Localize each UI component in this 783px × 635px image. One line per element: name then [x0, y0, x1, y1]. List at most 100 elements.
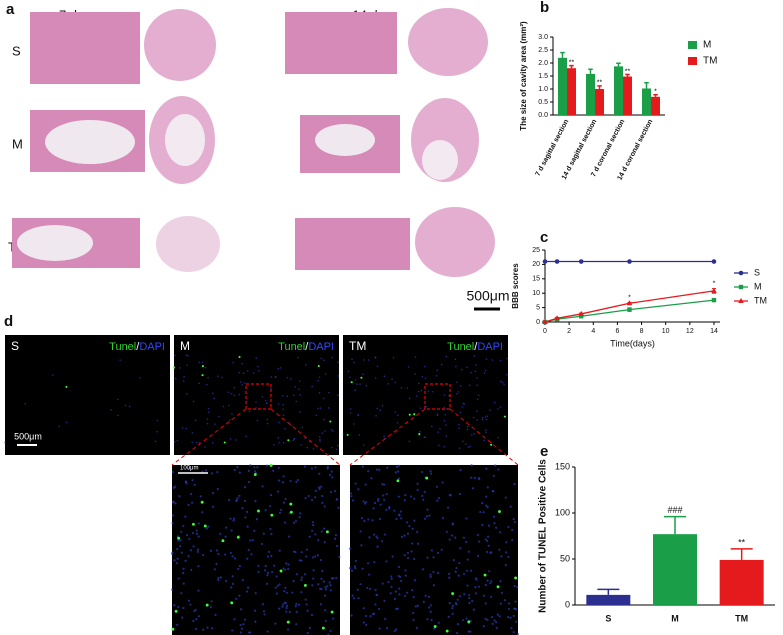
dapi-dot [284, 427, 286, 430]
dapi-dot [473, 355, 476, 357]
dapi-dot [312, 448, 315, 450]
bar [623, 76, 632, 115]
dapi-dot [481, 523, 484, 526]
dapi-dot [353, 361, 355, 364]
dapi-dot [331, 446, 333, 449]
dapi-dot [399, 510, 402, 513]
dapi-dot [443, 406, 446, 409]
dapi-dot [197, 589, 200, 592]
dapi-dot [292, 521, 296, 524]
dapi-dot [192, 400, 195, 403]
fluorescence-image [5, 335, 170, 455]
dapi-dot [378, 468, 381, 472]
dapi-dot [182, 524, 185, 528]
dapi-dot [383, 435, 385, 438]
tunel-dot [451, 592, 455, 595]
dapi-dot [366, 562, 370, 565]
dapi-dot [320, 588, 323, 591]
dapi-dot [320, 577, 323, 580]
dapi-dot [287, 563, 290, 566]
dapi-dot [508, 602, 511, 605]
dapi-dot [350, 495, 353, 498]
dapi-dot [456, 392, 458, 395]
dapi-dot [233, 557, 236, 560]
dapi-dot [390, 575, 393, 578]
dapi-dot [372, 612, 376, 615]
dapi-dot [378, 627, 381, 630]
dapi-dot [474, 586, 477, 589]
dapi-dot [408, 525, 411, 528]
dapi-dot [372, 533, 376, 536]
dapi-dot [282, 403, 285, 406]
dapi-dot [319, 440, 321, 443]
bar [586, 73, 595, 115]
legend-label: S [754, 267, 760, 277]
dapi-dot [470, 464, 473, 467]
dapi-dot [406, 387, 409, 389]
marker [626, 300, 633, 306]
dapi-dot [319, 603, 323, 606]
dapi-dot [334, 534, 338, 537]
dapi-dot [218, 415, 220, 418]
dapi-dot [216, 487, 219, 491]
dapi-dot [406, 556, 410, 560]
dapi-dot [317, 583, 320, 586]
dapi-dot [381, 483, 384, 486]
dapi-dot [494, 526, 498, 529]
dapi-dot [179, 539, 182, 542]
dapi-dot [219, 576, 222, 579]
dapi-dot [261, 603, 265, 606]
dapi-dot [231, 582, 235, 585]
dapi-dot [278, 583, 281, 586]
dapi-dot [486, 415, 489, 417]
dapi-dot [436, 414, 439, 417]
dapi-dot [294, 386, 297, 388]
dapi-dot [190, 568, 193, 571]
dapi-dot [224, 535, 227, 538]
dapi-dot [241, 578, 244, 582]
bar [719, 559, 764, 605]
dapi-dot [432, 390, 434, 393]
dapi-dot [363, 502, 367, 505]
dapi-dot [507, 607, 510, 611]
dapi-dot [348, 566, 352, 570]
dapi-dot [312, 523, 315, 527]
tunel-dot [270, 513, 274, 517]
dapi-dot [477, 394, 480, 397]
dapi-dot [374, 356, 377, 359]
dapi-dot [350, 614, 353, 617]
dapi-dot [408, 397, 411, 400]
tunel-dot [396, 479, 400, 483]
dapi-dot [448, 576, 451, 579]
dapi-dot [180, 551, 183, 554]
fluorescence-image [343, 335, 508, 455]
dapi-dot [324, 609, 327, 612]
dapi-dot [512, 631, 515, 634]
dapi-dot [271, 570, 274, 574]
dapi-dot [337, 361, 339, 363]
dapi-dot [275, 592, 279, 595]
dapi-dot [202, 628, 205, 631]
dapi-dot [406, 532, 410, 535]
dapi-dot [323, 359, 325, 362]
dapi-dot [513, 607, 516, 610]
dapi-dot [383, 533, 387, 536]
dapi-dot [483, 439, 486, 442]
legend-label: M [754, 281, 762, 291]
dapi-dot [193, 483, 196, 486]
dapi-dot [243, 382, 246, 384]
dapi-dot [441, 516, 445, 519]
marker [579, 314, 584, 319]
dapi-dot [466, 425, 469, 428]
dapi-dot [276, 490, 280, 493]
dapi-dot [170, 588, 174, 591]
stain-part: Tunel [278, 341, 305, 353]
dapi-dot [485, 418, 488, 421]
dapi-dot [266, 571, 270, 574]
dapi-dot [376, 499, 380, 502]
dapi-dot [427, 595, 430, 598]
zoom-box [245, 383, 272, 410]
dapi-dot [233, 386, 236, 389]
dapi-dot [422, 600, 425, 603]
dapi-dot [119, 359, 121, 361]
